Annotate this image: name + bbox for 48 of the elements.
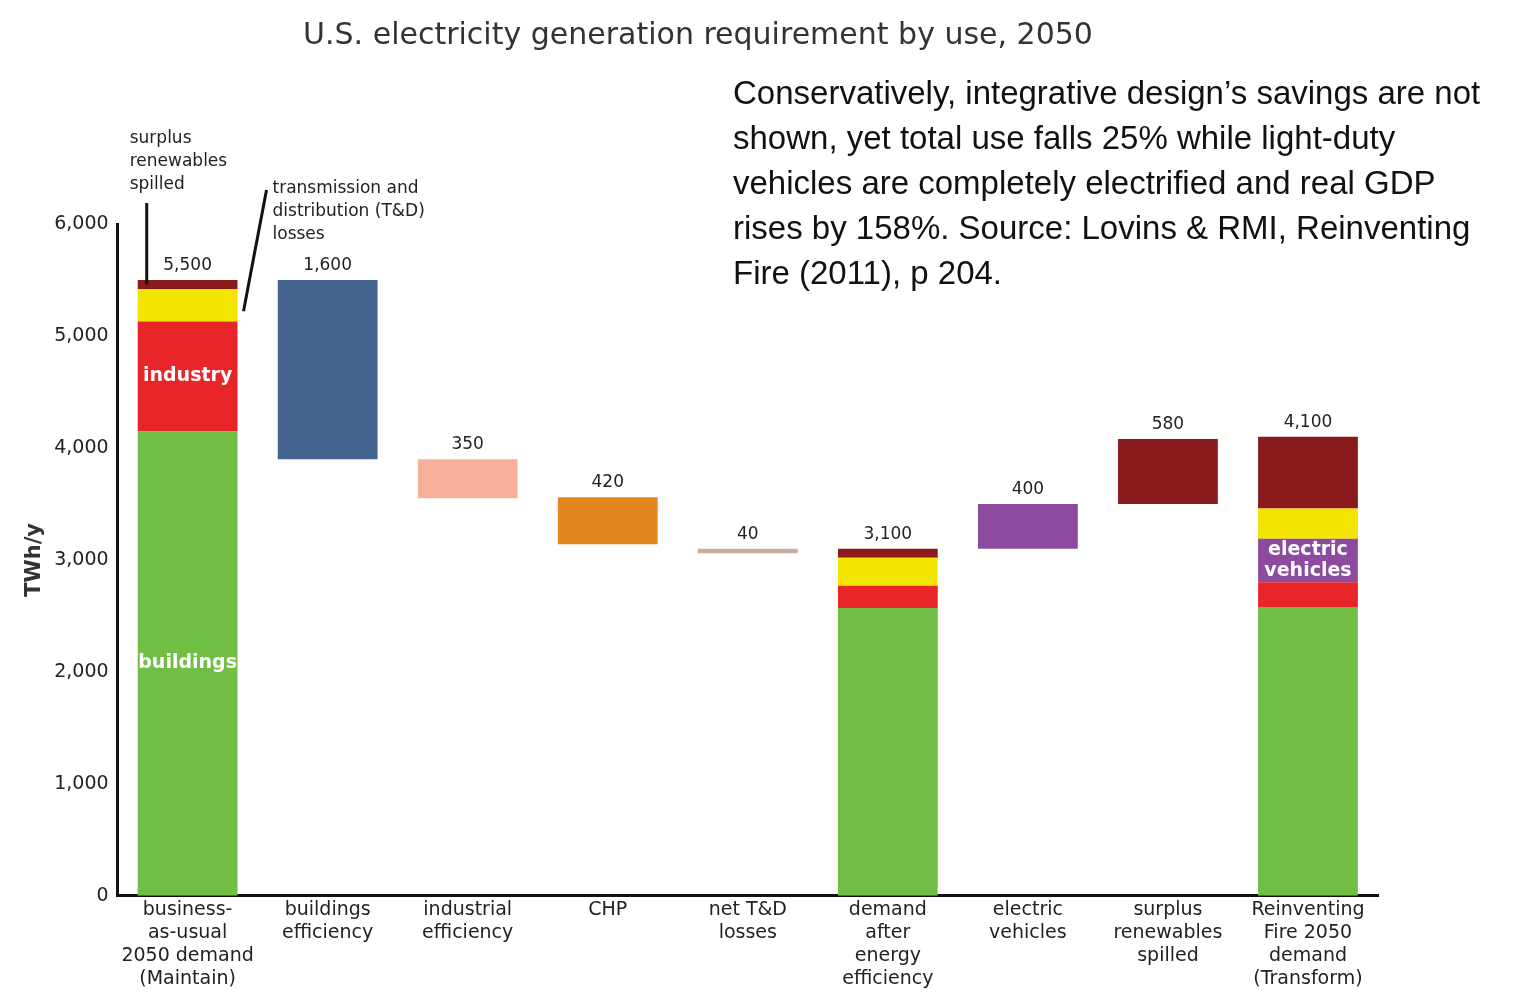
- y-tick-label: 0: [96, 882, 109, 905]
- bar: [137, 279, 238, 289]
- y-axis-title: TWh/y: [21, 522, 46, 597]
- x-tick-label: buildings efficiency: [282, 897, 374, 942]
- bar: [417, 459, 518, 499]
- x-tick-label: surplus renewables spilled: [1113, 897, 1223, 965]
- y-tick-label: 5,000: [54, 322, 109, 345]
- data-label: 40: [736, 522, 759, 543]
- text: transmission and distribution (T&D) losses: [272, 176, 425, 243]
- x-tick-label: business-as-usual 2050 demand (Maintain): [121, 897, 254, 988]
- total-label: 3,100: [863, 522, 913, 543]
- data-label: 580: [1151, 412, 1185, 433]
- total-label: 5,500: [163, 253, 212, 274]
- text: surplus renewables spilled: [129, 126, 228, 193]
- chart-title: U.S. electricity generation requirement by use, 2050: [303, 15, 1093, 51]
- y-tick-label: 2,000: [54, 658, 109, 681]
- bar: [1258, 436, 1358, 509]
- series-label: industry: [142, 363, 233, 386]
- total-label: 4,100: [1283, 410, 1333, 431]
- x-tick-label: Reinventing Fire 2050 demand (Transform): [1251, 897, 1365, 988]
- x-tick-label: demand after energy efficiency: [842, 897, 934, 988]
- data-label: 420: [591, 471, 624, 492]
- series-label: electric vehicles: [1264, 536, 1352, 580]
- bar: [1258, 606, 1358, 896]
- bar: [137, 321, 238, 432]
- annotation: Conservatively, integrative design’s savings are not shown, yet total use falls 25% while light-duty vehicles are completely electrified and real GDP rises by 158%. Source: Lovins & RMI, Reinventing Fire (2011), p 204.: [733, 73, 1482, 293]
- bar: [557, 497, 658, 545]
- y-tick-label: 1,000: [54, 770, 109, 793]
- y-tick-label: 3,000: [54, 546, 109, 569]
- x-tick-label: electric vehicles: [989, 897, 1067, 942]
- bar: [837, 608, 938, 896]
- y-tick-label: 4,000: [54, 434, 109, 457]
- bar: [837, 585, 938, 609]
- data-label: 350: [451, 433, 484, 454]
- bar: [1258, 582, 1358, 607]
- series-label: buildings: [138, 650, 237, 673]
- bar: [137, 431, 238, 896]
- data-label: 400: [1011, 477, 1045, 498]
- bar: [837, 548, 938, 558]
- x-tick-label: net T&D losses: [708, 897, 787, 942]
- bar: [277, 279, 378, 460]
- x-tick-label: industrial efficiency: [422, 897, 514, 942]
- x-tick-label: CHP: [588, 897, 628, 920]
- bar: [1258, 508, 1358, 539]
- bar: [837, 557, 938, 586]
- bar: [137, 288, 238, 322]
- y-tick-label: 6,000: [54, 210, 109, 233]
- data-label: 1,600: [303, 253, 352, 274]
